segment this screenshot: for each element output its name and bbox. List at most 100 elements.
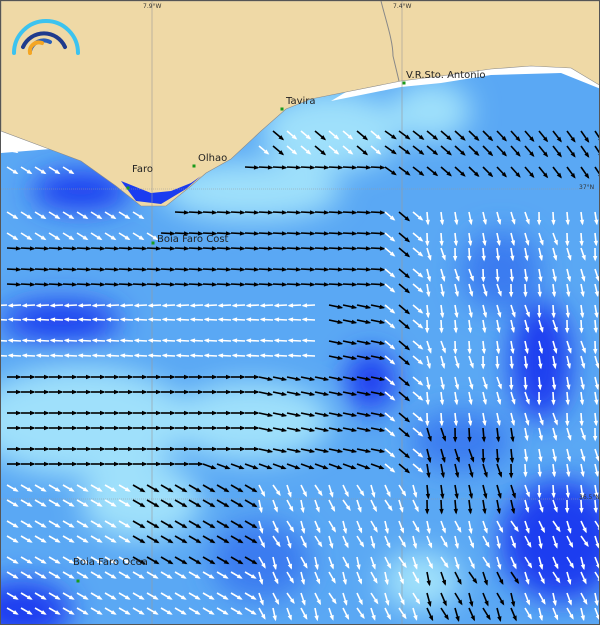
current-arrow (20, 607, 33, 615)
current-arrow (496, 412, 501, 427)
current-arrow (34, 282, 50, 287)
current-arrow (314, 484, 323, 497)
current-arrow (244, 210, 260, 215)
station-marker[interactable] (280, 107, 284, 111)
current-arrow (510, 247, 515, 262)
current-arrow (328, 282, 344, 287)
current-arrow (105, 425, 120, 431)
current-arrow (62, 571, 75, 579)
current-arrow (272, 607, 277, 622)
current-arrow (104, 211, 117, 220)
current-arrow (1, 304, 8, 307)
current-arrow (384, 484, 391, 498)
speed-patch (261, 91, 401, 171)
station-marker[interactable] (402, 81, 406, 85)
current-arrow (20, 282, 36, 287)
current-arrow (440, 535, 448, 548)
current-arrow (188, 592, 201, 600)
current-arrow (132, 246, 148, 251)
current-arrow (160, 499, 174, 508)
current-arrow (217, 353, 232, 358)
current-arrow (453, 232, 459, 247)
current-arrow (342, 246, 358, 251)
current-arrow (580, 592, 588, 605)
station-marker[interactable] (151, 241, 155, 245)
current-arrow (439, 232, 444, 247)
current-arrow (244, 282, 260, 287)
station-marker[interactable] (192, 164, 196, 168)
current-arrow (216, 246, 232, 251)
current-arrow (468, 448, 475, 463)
current-arrow (579, 232, 584, 247)
current-arrow (300, 165, 316, 170)
current-arrow (440, 463, 445, 479)
current-arrow (146, 267, 162, 272)
current-arrow (62, 499, 75, 507)
current-arrow (132, 282, 148, 287)
current-arrow (175, 389, 190, 395)
current-arrow (495, 340, 501, 355)
current-arrow (104, 282, 120, 287)
station-marker[interactable] (126, 186, 130, 190)
current-arrow (286, 571, 294, 584)
current-arrow (160, 520, 174, 529)
current-arrow (538, 355, 543, 370)
current-arrow (593, 319, 598, 334)
current-arrow (328, 130, 340, 140)
current-arrow (481, 448, 486, 464)
current-arrow (551, 484, 556, 499)
current-arrow (161, 425, 176, 431)
current-arrow (203, 303, 218, 308)
current-arrow (119, 353, 134, 358)
current-arrow (62, 232, 75, 241)
current-arrow (412, 556, 418, 570)
station-boia-faro-oceano[interactable]: Boia Faro Ocea (73, 557, 148, 568)
current-arrow (174, 231, 190, 236)
current-arrow (482, 607, 491, 621)
current-arrow (453, 319, 458, 334)
current-arrow (524, 166, 535, 179)
current-arrow (105, 338, 120, 343)
current-arrow (272, 282, 288, 287)
current-arrow (34, 484, 47, 492)
current-arrow (342, 520, 348, 535)
station-marker[interactable] (76, 579, 80, 583)
current-arrow (384, 355, 396, 365)
current-arrow (7, 461, 22, 467)
current-arrow (566, 571, 572, 585)
current-arrow (105, 410, 120, 416)
current-arrow (202, 592, 215, 600)
current-arrow (63, 446, 78, 452)
current-arrow (300, 246, 316, 251)
current-arrow (286, 499, 294, 512)
current-arrow (412, 340, 424, 350)
current-arrow (104, 232, 117, 241)
current-arrow (328, 210, 344, 215)
current-arrow (230, 556, 244, 565)
current-arrow (21, 353, 36, 358)
current-arrow (48, 520, 61, 528)
current-arrow (286, 267, 302, 272)
station-boia-faro-costa[interactable]: Boia Faro Cost (157, 234, 229, 245)
current-arrow (426, 592, 432, 608)
current-arrow (231, 317, 246, 322)
current-arrow (35, 353, 50, 358)
current-arrow (566, 268, 572, 283)
current-arrow (496, 145, 507, 157)
current-arrow (426, 448, 432, 464)
current-arrow (104, 499, 117, 507)
current-arrow (552, 427, 558, 442)
current-arrow (300, 145, 312, 155)
current-arrow (566, 448, 572, 463)
current-arrow (189, 303, 204, 308)
current-arrow (77, 425, 92, 431)
current-arrow (21, 461, 36, 467)
current-arrow (133, 374, 148, 380)
current-arrow (424, 499, 430, 515)
current-arrow (20, 520, 33, 528)
current-arrow (356, 607, 365, 620)
current-arrow (202, 463, 217, 470)
current-arrow (482, 592, 489, 607)
